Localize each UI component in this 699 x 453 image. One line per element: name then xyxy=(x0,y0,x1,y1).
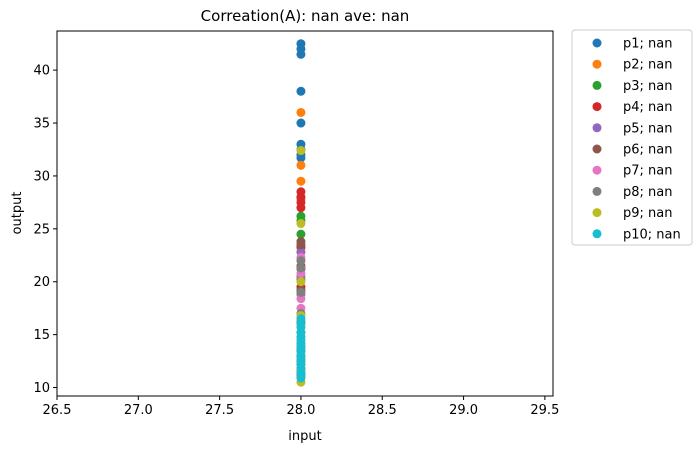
x-tick-label: 27.5 xyxy=(205,403,234,418)
legend-marker xyxy=(592,102,602,112)
y-tick-label: 30 xyxy=(33,169,50,184)
data-point-p9 xyxy=(296,146,306,156)
chart-title: Correation(A): nan ave: nan xyxy=(201,7,410,25)
x-tick-label: 28.5 xyxy=(368,403,397,418)
data-point-p1 xyxy=(296,86,306,96)
data-point-p1 xyxy=(296,118,306,128)
legend-label: p5; nan xyxy=(623,121,672,136)
legend-label: p2; nan xyxy=(623,58,672,73)
legend-marker xyxy=(592,80,602,90)
data-point-p2 xyxy=(296,160,306,170)
x-tick-label: 29.0 xyxy=(449,403,478,418)
plot-frame xyxy=(56,30,554,397)
legend-marker xyxy=(592,59,602,69)
legend-marker xyxy=(592,165,602,175)
legend-frame xyxy=(571,29,693,246)
data-point-p10 xyxy=(296,373,306,383)
y-tick-label: 20 xyxy=(33,275,50,290)
legend-label: p7; nan xyxy=(623,164,672,179)
legend-marker xyxy=(592,229,602,239)
legend-marker xyxy=(592,123,602,133)
y-axis-ticks: 10 15 20 25 30 35 40 xyxy=(33,64,57,396)
data-point-p1 xyxy=(296,49,306,59)
legend-label: p1; nan xyxy=(623,37,672,52)
y-axis-label: output xyxy=(10,192,25,235)
legend: p1; nan p2; nan p3; nan p4; nan p5; nan p6; n… xyxy=(571,29,693,246)
legend-marker xyxy=(592,38,602,48)
data-points xyxy=(296,39,306,387)
x-tick-label: 29.5 xyxy=(530,403,559,418)
legend-marker xyxy=(592,186,602,196)
data-point-p6 xyxy=(296,240,306,250)
legend-items: p1; nan p2; nan p3; nan p4; nan p5; nan p6; n… xyxy=(592,37,681,242)
data-point-p3 xyxy=(296,229,306,239)
x-tick-label: 26.5 xyxy=(43,403,72,418)
legend-label: p3; nan xyxy=(623,79,672,94)
data-point-p9 xyxy=(296,219,306,229)
legend-label: p8; nan xyxy=(623,185,672,200)
legend-label: p9; nan xyxy=(623,206,672,221)
legend-label: p10; nan xyxy=(623,227,681,242)
data-point-p2 xyxy=(296,107,306,117)
y-tick-label: 15 xyxy=(33,328,50,343)
data-point-p2 xyxy=(296,176,306,186)
data-point-p7 xyxy=(296,294,306,304)
y-tick-label: 35 xyxy=(33,117,50,132)
legend-label: p4; nan xyxy=(623,100,672,115)
x-axis-label: input xyxy=(288,429,321,444)
data-point-p4 xyxy=(296,203,306,213)
x-axis-ticks: 26.5 27.0 27.5 28.0 28.5 29.0 29.5 xyxy=(43,396,559,418)
x-tick-label: 27.0 xyxy=(124,403,153,418)
data-point-p9 xyxy=(296,277,306,287)
data-point-p1 xyxy=(296,153,306,163)
data-point-p8 xyxy=(296,263,306,273)
y-tick-label: 40 xyxy=(33,64,50,79)
legend-marker xyxy=(592,208,602,218)
y-tick-label: 10 xyxy=(33,381,50,396)
data-point-p8 xyxy=(296,256,306,266)
legend-marker xyxy=(592,144,602,154)
y-tick-label: 25 xyxy=(33,222,50,237)
data-point-p8 xyxy=(296,287,306,297)
legend-label: p6; nan xyxy=(623,143,672,158)
x-tick-label: 28.0 xyxy=(286,403,315,418)
